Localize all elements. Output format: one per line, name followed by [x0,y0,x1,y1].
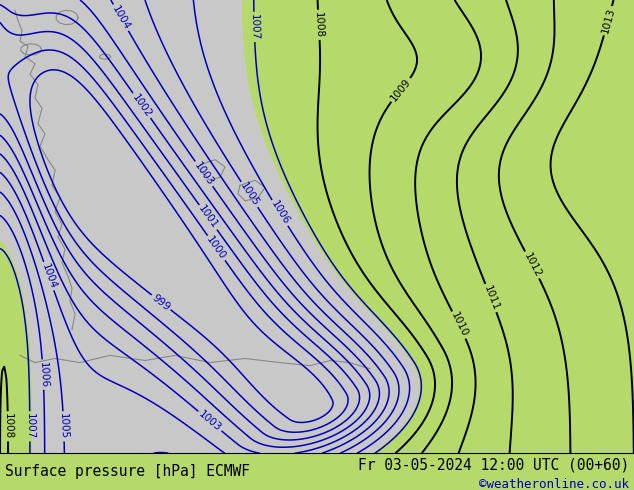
Text: 1009: 1009 [389,76,413,103]
Text: 1008: 1008 [3,413,13,440]
Text: 1008: 1008 [313,11,325,38]
Text: 1002: 1002 [130,92,153,119]
Text: 1006: 1006 [37,361,49,388]
Text: 1012: 1012 [522,251,543,279]
Text: 1006: 1006 [269,199,291,227]
Text: 1005: 1005 [58,413,69,440]
Text: ©weatheronline.co.uk: ©weatheronline.co.uk [479,478,629,490]
Text: 1001: 1001 [197,204,220,231]
Text: 1011: 1011 [481,284,500,312]
Text: 1003: 1003 [192,160,216,188]
Text: 1007: 1007 [249,14,260,40]
Text: 1010: 1010 [449,311,469,339]
Text: 1005: 1005 [238,181,261,208]
Text: 1013: 1013 [600,7,616,35]
Text: 1004: 1004 [40,262,58,290]
Text: Fr 03-05-2024 12:00 UTC (00+60): Fr 03-05-2024 12:00 UTC (00+60) [358,457,629,472]
Text: 1003: 1003 [197,409,223,434]
Text: 1007: 1007 [25,413,35,440]
Text: 1004: 1004 [110,4,132,31]
Text: 1000: 1000 [205,234,228,262]
Text: 999: 999 [150,293,172,313]
Text: Surface pressure [hPa] ECMWF: Surface pressure [hPa] ECMWF [5,464,250,479]
